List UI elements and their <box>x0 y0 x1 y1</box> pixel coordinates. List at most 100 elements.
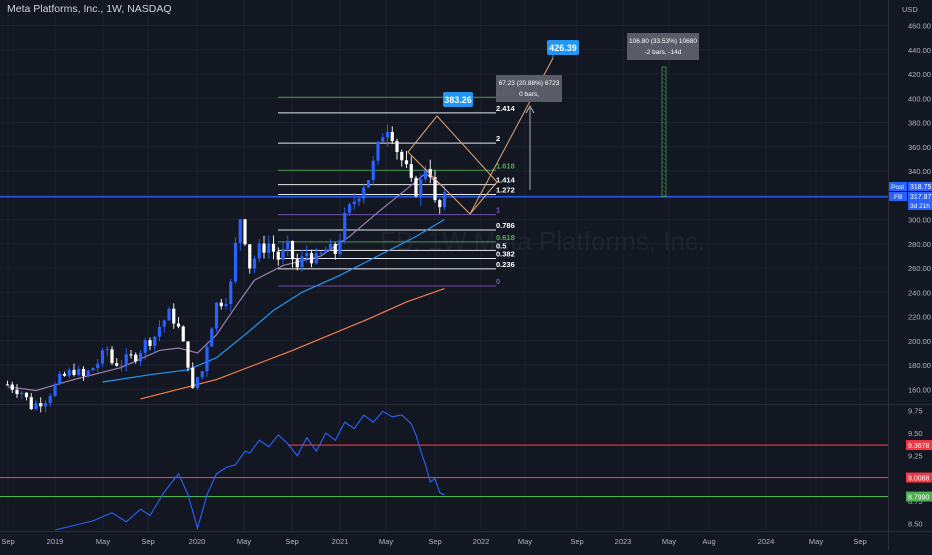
candle-up <box>96 363 100 369</box>
projection-bar-hatch <box>662 161 666 165</box>
candle-up <box>376 141 380 161</box>
candle-up <box>252 258 257 269</box>
candle-down <box>271 243 276 252</box>
chart-title: Meta Platforms, Inc., 1W, NASDAQ <box>7 3 172 15</box>
moving-average-ma_mid <box>102 218 445 383</box>
candle-up <box>347 204 352 213</box>
projection-bar-hatch <box>662 133 666 137</box>
watermark-text: FB, 1W Meta Platforms, Inc. <box>380 226 705 256</box>
candle-down <box>72 369 76 375</box>
time-tick-label: Sep <box>428 537 441 546</box>
candle-up <box>214 302 219 329</box>
price-tick-label: 240.00 <box>908 288 931 297</box>
projection-bar-hatch <box>662 141 666 145</box>
fib-level-label: 1.414 <box>496 176 516 185</box>
measure-1-line1: 67.23 (20.88%) 6723 <box>499 80 560 87</box>
candle-up <box>91 368 95 371</box>
oscillator-level-tag <box>906 472 932 483</box>
callout-peak <box>443 92 473 107</box>
projection-bar-hatch <box>662 153 666 157</box>
oscillator-level-tag-label: 9.3678 <box>908 443 930 450</box>
price-tick-label: 360.00 <box>908 143 931 152</box>
projection-bar-hatch <box>662 181 666 185</box>
candle-down <box>191 367 195 388</box>
candle-up <box>224 304 228 307</box>
projection-bar-hatch <box>662 169 666 173</box>
candle-down <box>176 323 181 327</box>
candle-up <box>143 340 147 353</box>
candle-down <box>262 243 266 253</box>
time-tick-label: May <box>662 537 676 546</box>
candle-up <box>157 326 162 337</box>
post-value-tag <box>908 182 932 191</box>
time-tick-label: 2021 <box>332 537 349 546</box>
time-tick-label: Sep <box>570 537 583 546</box>
price-tick-label: 260.00 <box>908 264 931 273</box>
time-tick-label: 2023 <box>615 537 632 546</box>
fib-level-label: 0.236 <box>496 260 515 269</box>
time-tick-label: May <box>809 537 823 546</box>
candle-up <box>229 281 233 305</box>
candle-down <box>24 392 29 398</box>
candle-down <box>219 302 223 307</box>
projection-bar-hatch <box>662 145 666 149</box>
time-tick-label: Sep <box>285 537 298 546</box>
candle-down <box>404 160 409 165</box>
candle-up <box>48 396 52 404</box>
fib-level-label: 0.618 <box>496 233 515 242</box>
projection-bar-hatch <box>662 177 666 181</box>
post-tag-label: Post <box>891 184 904 191</box>
time-tick-label: Sep <box>1 537 14 546</box>
projection-bar-hatch <box>662 89 666 93</box>
measure-2-line1: 106.80 (33.53%) 10680 <box>629 38 697 45</box>
candle-down <box>295 259 299 268</box>
callout-peak-label: 383.26 <box>444 95 472 105</box>
candle-down <box>39 403 43 407</box>
candle-up <box>162 320 166 327</box>
projection-bar-hatch <box>662 129 666 133</box>
candle-up <box>100 350 105 364</box>
fib-level-label: 1 <box>496 206 500 215</box>
time-tick-label: Sep <box>141 537 154 546</box>
projection-bar-hatch <box>662 157 666 161</box>
candle-down <box>5 384 10 386</box>
candle-down <box>134 354 138 362</box>
candle-down <box>186 341 190 368</box>
fb-tag-label: FB <box>894 194 902 201</box>
price-tick-label: 380.00 <box>908 119 931 128</box>
candle-up <box>314 253 318 264</box>
oscillator-level-tag <box>906 491 932 502</box>
callout-target <box>547 40 579 55</box>
fib-level-label: 2 <box>496 134 500 143</box>
projection-bar-hatch <box>662 73 666 77</box>
projection-bar-hatch <box>662 109 666 113</box>
candle-down <box>110 349 114 364</box>
projection-bar-hatch <box>662 137 666 141</box>
candle-up <box>362 187 366 199</box>
oscillator-tick-label: 9.50 <box>908 429 923 438</box>
price-tick-label: 160.00 <box>908 385 931 394</box>
candle-down <box>276 251 280 260</box>
time-tick-label: 2019 <box>47 537 64 546</box>
candle-up <box>267 243 271 253</box>
candle-up <box>352 201 356 205</box>
projection-bar-hatch <box>662 173 666 177</box>
post-tag <box>889 182 907 191</box>
projection-bar-hatch <box>662 165 666 169</box>
time-tick-label: May <box>237 537 251 546</box>
candle-down <box>400 152 404 161</box>
projection-bar-hatch <box>662 77 666 81</box>
price-tick-label: 180.00 <box>908 361 931 370</box>
price-tick-label: 400.00 <box>908 94 931 103</box>
candle-up <box>381 137 385 142</box>
projection-bar-hatch <box>662 69 666 73</box>
fb-value-label: 317.87 <box>910 194 932 201</box>
oscillator-tick-label: 9.25 <box>908 452 923 461</box>
fib-level-label: 1.272 <box>496 186 515 195</box>
candle-up <box>423 168 428 180</box>
candle-down <box>172 308 176 324</box>
candle-up <box>343 212 347 241</box>
projection-bar-hatch <box>662 121 666 125</box>
